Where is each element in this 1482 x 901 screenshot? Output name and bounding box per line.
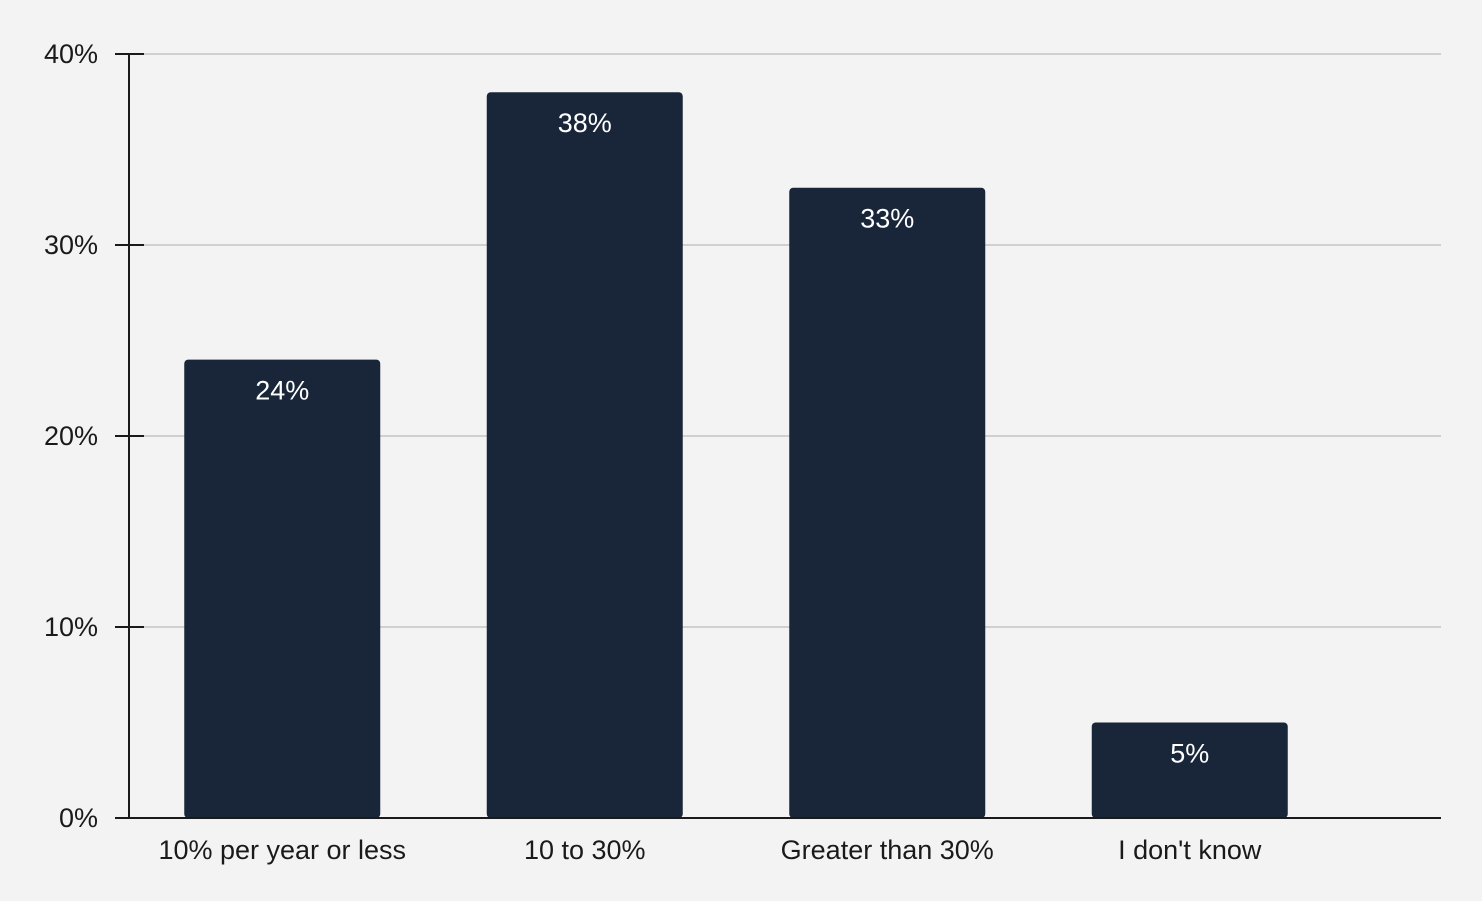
- bar-value-label: 5%: [1170, 739, 1209, 769]
- y-tick-label: 30%: [44, 230, 98, 260]
- bar-value-label: 24%: [255, 376, 309, 406]
- bar-value-label: 33%: [860, 204, 914, 234]
- bar: [486, 92, 683, 818]
- bar-value-label: 38%: [558, 108, 612, 138]
- axes: [115, 53, 1441, 819]
- x-category-label: I don't know: [1118, 835, 1262, 865]
- y-tick-label: 0%: [59, 803, 98, 833]
- x-category-label: 10% per year or less: [158, 835, 406, 865]
- y-tick-label: 40%: [44, 39, 98, 69]
- bar: [184, 359, 381, 818]
- y-tick-label: 20%: [44, 421, 98, 451]
- y-tick-label: 10%: [44, 612, 98, 642]
- x-category-label: 10 to 30%: [524, 835, 646, 865]
- labels: 0% 10% 20% 30% 40% 24% 10% per year or less 38%…: [44, 39, 1262, 865]
- x-category-label: Greater than 30%: [781, 835, 994, 865]
- bar: [789, 187, 986, 818]
- bar: [1091, 722, 1288, 818]
- bars: [184, 92, 1288, 818]
